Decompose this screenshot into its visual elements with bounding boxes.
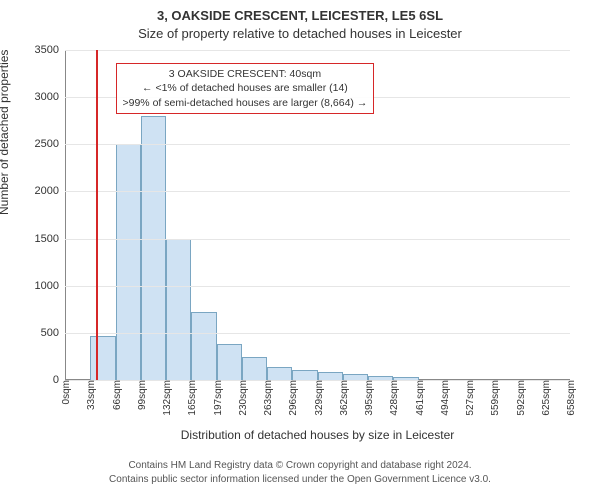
annotation-line-3: >99% of semi-detached houses are larger …	[123, 96, 368, 110]
x-tick-label: 461sqm	[415, 380, 426, 416]
x-tick-label: 0sqm	[61, 380, 72, 404]
gridline	[65, 239, 570, 240]
gridline	[65, 191, 570, 192]
gridline	[65, 144, 570, 145]
histogram-bar	[217, 344, 242, 380]
footer-line-1: Contains HM Land Registry data © Crown c…	[0, 460, 600, 471]
y-tick-label: 3000	[35, 91, 65, 103]
x-tick-label: 428sqm	[389, 380, 400, 416]
histogram-bar	[191, 312, 216, 380]
plot-area: 0500100015002000250030003500 0sqm33sqm66…	[65, 50, 570, 380]
annotation-line-1: 3 OAKSIDE CRESCENT: 40sqm	[123, 67, 368, 81]
annotation-box: 3 OAKSIDE CRESCENT: 40sqm ← <1% of detac…	[116, 63, 375, 114]
annotation-line-2: ← <1% of detached houses are smaller (14…	[123, 81, 368, 95]
x-tick-label: 230sqm	[238, 380, 249, 416]
x-tick-label: 33sqm	[86, 380, 97, 410]
y-axis-label: Number of detached properties	[0, 50, 11, 215]
x-tick-label: 66sqm	[112, 380, 123, 410]
x-tick-label: 592sqm	[516, 380, 527, 416]
x-tick-label: 559sqm	[490, 380, 501, 416]
y-tick-label: 1000	[35, 280, 65, 292]
histogram-bar	[90, 336, 115, 380]
x-tick-label: 197sqm	[213, 380, 224, 416]
y-tick-label: 2500	[35, 138, 65, 150]
x-tick-label: 625sqm	[541, 380, 552, 416]
histogram-bar	[166, 239, 191, 380]
x-tick-label: 527sqm	[465, 380, 476, 416]
x-tick-label: 296sqm	[288, 380, 299, 416]
x-tick-label: 165sqm	[187, 380, 198, 416]
x-tick-label: 494sqm	[440, 380, 451, 416]
y-tick-label: 500	[41, 327, 65, 339]
histogram-bar	[292, 370, 317, 380]
title-address: 3, OAKSIDE CRESCENT, LEICESTER, LE5 6SL	[0, 8, 600, 23]
x-tick-label: 395sqm	[364, 380, 375, 416]
y-tick-label: 2000	[35, 185, 65, 197]
histogram-bar	[267, 367, 292, 380]
gridline	[65, 333, 570, 334]
x-tick-label: 132sqm	[162, 380, 173, 416]
histogram-bar	[242, 357, 267, 380]
footer-line-2: Contains public sector information licen…	[0, 474, 600, 485]
title-subtitle: Size of property relative to detached ho…	[0, 26, 600, 41]
x-axis-label: Distribution of detached houses by size …	[65, 428, 570, 442]
x-tick-label: 658sqm	[566, 380, 577, 416]
gridline	[65, 50, 570, 51]
x-tick-label: 362sqm	[339, 380, 350, 416]
gridline	[65, 286, 570, 287]
y-tick-label: 3500	[35, 44, 65, 56]
x-tick-label: 99sqm	[137, 380, 148, 410]
histogram-bar	[318, 372, 343, 380]
histogram-bar	[141, 116, 166, 380]
marker-vline	[96, 50, 98, 380]
figure: 3, OAKSIDE CRESCENT, LEICESTER, LE5 6SL …	[0, 0, 600, 500]
x-tick-label: 329sqm	[314, 380, 325, 416]
x-tick-label: 263sqm	[263, 380, 274, 416]
histogram-bar	[116, 144, 141, 380]
y-tick-label: 1500	[35, 233, 65, 245]
